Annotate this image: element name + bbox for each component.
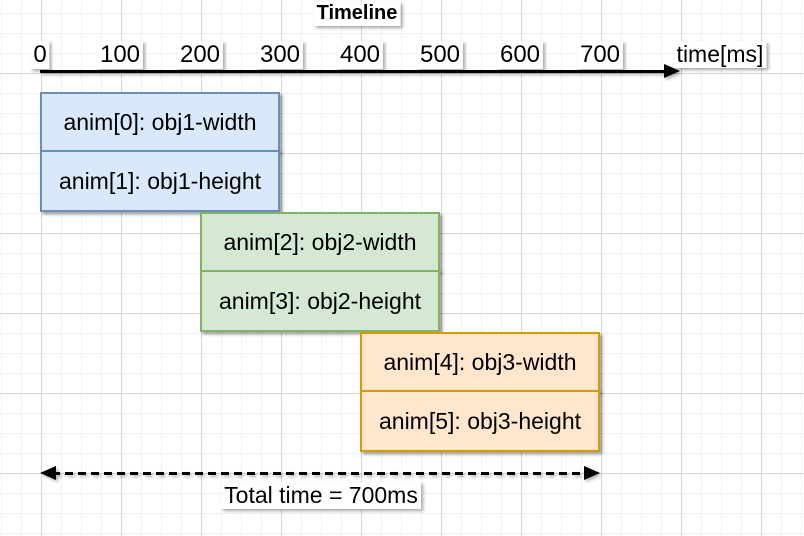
axis-tick-label-300: 300 [256,41,304,70]
timeline-bar-anim-3[interactable]: anim[3]: obj2-height [200,270,440,332]
diagram-title: Timeline [313,2,401,26]
total-time-label: Total time = 700ms [221,482,421,510]
total-time-arrow [40,466,600,480]
timeline-bar-anim-2[interactable]: anim[2]: obj2-width [200,212,440,272]
timeline-bar-label: anim[5]: obj3-height [378,407,581,434]
arrow-left-icon [40,466,56,480]
axis-unit-label: time[ms] [673,41,767,69]
timeline-bar-label: anim[0]: obj1-width [63,108,257,135]
timeline-bar-anim-0[interactable]: anim[0]: obj1-width [40,92,280,152]
axis-tick-label-400: 400 [336,41,384,70]
timeline-bar-anim-1[interactable]: anim[1]: obj1-height [40,150,280,212]
timeline-bar-anim-4[interactable]: anim[4]: obj3-width [360,332,600,392]
timeline-bar-anim-5[interactable]: anim[5]: obj3-height [360,390,600,452]
axis-tick-label-500: 500 [416,41,464,70]
time-axis-line [40,70,666,73]
timeline-bar-label: anim[1]: obj1-height [58,167,261,194]
axis-tick-label-100: 100 [96,41,144,70]
axis-tick-label-200: 200 [176,41,224,70]
arrow-right-icon [584,466,600,480]
axis-tick-label-700: 700 [576,41,624,70]
dashed-line [52,472,588,475]
timeline-bar-label: anim[3]: obj2-height [218,287,421,314]
timeline-bar-label: anim[4]: obj3-width [383,348,577,375]
axis-tick-label-0: 0 [30,41,50,70]
axis-tick-label-600: 600 [496,41,544,70]
timeline-bar-label: anim[2]: obj2-width [223,228,417,255]
